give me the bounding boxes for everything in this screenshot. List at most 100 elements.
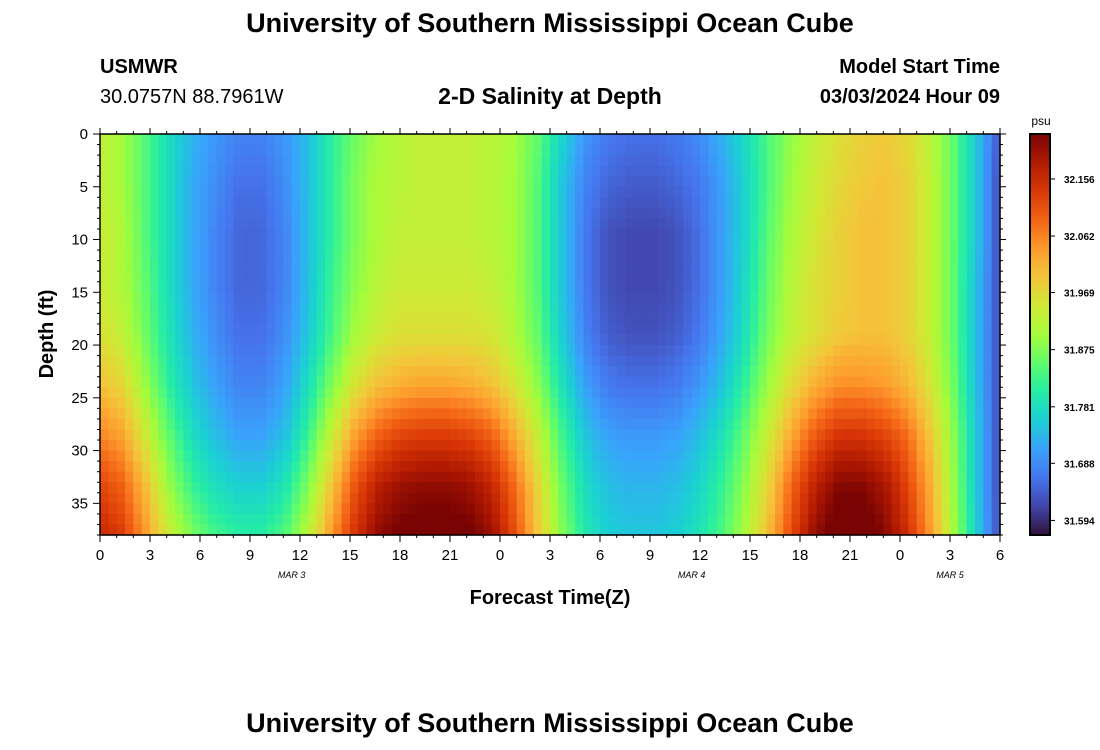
heatmap-cell — [725, 218, 734, 230]
heatmap-cell — [266, 313, 276, 325]
heatmap-cell — [741, 323, 751, 336]
heatmap-cell — [491, 334, 501, 346]
heatmap-cell — [575, 345, 584, 357]
heatmap-cell — [391, 155, 401, 167]
heatmap-cell — [825, 366, 834, 378]
heatmap-cell — [450, 440, 459, 452]
heatmap-cell — [916, 408, 926, 420]
heatmap-cell — [908, 334, 918, 346]
heatmap-cell — [708, 429, 718, 441]
heatmap-cell — [133, 239, 143, 251]
heatmap-cell — [275, 429, 284, 441]
heatmap-cell — [283, 250, 293, 262]
heatmap-cell — [900, 260, 909, 272]
heatmap-cell — [350, 197, 359, 209]
heatmap-cell — [308, 524, 318, 536]
heatmap-cell — [650, 418, 659, 431]
heatmap-cell — [233, 228, 243, 241]
heatmap-cell — [183, 218, 193, 230]
heatmap-cell — [991, 355, 1001, 367]
heatmap-cell — [566, 418, 576, 431]
heatmap-cell — [625, 345, 634, 357]
heatmap-cell — [158, 418, 168, 431]
heatmap-cell — [366, 271, 376, 283]
heatmap-cell — [658, 376, 668, 388]
heatmap-cell — [241, 345, 251, 357]
heatmap-cell — [183, 176, 193, 188]
heatmap-cell — [141, 250, 151, 262]
heatmap-cell — [958, 440, 968, 452]
heatmap-cell — [108, 408, 118, 420]
heatmap-cell — [441, 323, 451, 336]
heatmap-cell — [233, 155, 243, 167]
heatmap-cell — [133, 176, 143, 188]
heatmap-cell — [408, 387, 418, 399]
heatmap-cell — [425, 397, 434, 409]
heatmap-cell — [150, 165, 159, 177]
heatmap-cell — [816, 292, 826, 304]
heatmap-cell — [708, 155, 718, 167]
heatmap-cell — [500, 239, 509, 251]
heatmap-cell — [266, 408, 276, 420]
heatmap-cell — [891, 482, 901, 494]
heatmap-cell — [775, 260, 784, 272]
heatmap-cell — [975, 450, 984, 462]
heatmap-cell — [516, 387, 526, 399]
heatmap-cell — [866, 408, 876, 420]
heatmap-cell — [925, 292, 934, 304]
heatmap-cell — [400, 524, 409, 536]
heatmap-cell — [275, 461, 284, 473]
heatmap-cell — [416, 397, 426, 409]
heatmap-cell — [716, 429, 726, 441]
heatmap-cell — [283, 524, 293, 536]
heatmap-cell — [575, 450, 584, 462]
heatmap-cell — [450, 471, 459, 483]
heatmap-cell — [850, 376, 859, 388]
heatmap-cell — [450, 503, 459, 515]
heatmap-cell — [333, 492, 343, 504]
heatmap-cell — [766, 492, 776, 504]
heatmap-cell — [141, 197, 151, 209]
heatmap-cell — [741, 207, 751, 220]
heatmap-cell — [725, 471, 734, 483]
heatmap-cell — [575, 524, 584, 536]
heatmap-cell — [958, 524, 968, 536]
heatmap-cell — [266, 197, 276, 209]
heatmap-cell — [850, 207, 859, 220]
heatmap-cell — [925, 228, 934, 241]
heatmap-cell — [350, 429, 359, 441]
heatmap-cell — [525, 387, 534, 399]
heatmap-cell — [700, 461, 709, 473]
heatmap-cell — [150, 155, 159, 167]
heatmap-cell — [283, 418, 293, 431]
heatmap-cell — [475, 228, 484, 241]
heatmap-cell — [816, 323, 826, 336]
heatmap-cell — [525, 503, 534, 515]
heatmap-cell — [666, 313, 676, 325]
heatmap-cell — [475, 355, 484, 367]
heatmap-cell — [833, 176, 843, 188]
heatmap-cell — [716, 366, 726, 378]
heatmap-cell — [891, 513, 901, 526]
heatmap-cell — [158, 207, 168, 220]
heatmap-cell — [258, 471, 268, 483]
heatmap-cell — [458, 207, 468, 220]
heatmap-cell — [275, 302, 284, 314]
heatmap-cell — [508, 228, 518, 241]
heatmap-cell — [966, 513, 976, 526]
heatmap-cell — [366, 471, 376, 483]
heatmap-cell — [125, 387, 134, 399]
colorbar-unit: psu — [1031, 114, 1050, 128]
heatmap-cell — [383, 197, 393, 209]
heatmap-cell — [916, 186, 926, 198]
heatmap-cell — [933, 144, 943, 156]
heatmap-cell — [216, 492, 226, 504]
heatmap-cell — [150, 408, 159, 420]
heatmap-cell — [583, 334, 593, 346]
heatmap-cell — [425, 155, 434, 167]
heatmap-cell — [558, 239, 568, 251]
heatmap-cell — [258, 144, 268, 156]
heatmap-cell — [391, 524, 401, 536]
heatmap-cell — [341, 334, 351, 346]
heatmap-cell — [525, 281, 534, 293]
